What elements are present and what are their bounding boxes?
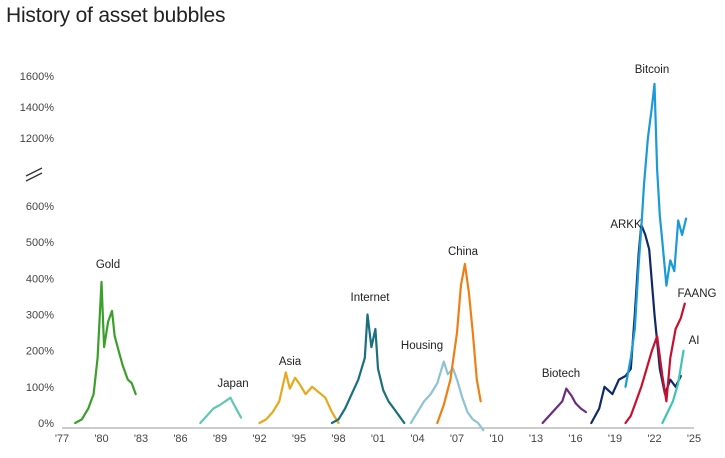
y-axis-break: [25, 167, 43, 177]
series-line-china: [436, 262, 482, 425]
series-line-ai: [661, 349, 685, 425]
series-line-gold: [74, 280, 137, 425]
series-label-asia: Asia: [279, 356, 302, 368]
x-tick-label: '92: [252, 433, 266, 445]
series-label-housing: Housing: [401, 340, 443, 352]
x-tick-label: '19: [608, 433, 622, 445]
y-tick-label: 400%: [26, 273, 54, 285]
series-label-ai: AI: [689, 335, 700, 347]
series-label-china: China: [448, 246, 479, 258]
x-tick-label: '86: [173, 433, 187, 445]
x-tick-label: '22: [647, 433, 661, 445]
series-line-asia: [258, 371, 340, 425]
series-line-faang: [624, 302, 686, 425]
x-tick-label: '95: [292, 433, 306, 445]
series-label-japan: Japan: [217, 378, 248, 390]
series-label-faang: FAANG: [678, 288, 717, 300]
y-tick-label: 500%: [26, 237, 54, 249]
series-line-bitcoin: [624, 82, 688, 388]
series-label-biotech: Biotech: [542, 368, 580, 380]
x-tick-label: '16: [568, 433, 582, 445]
series-label-arkk: ARKK: [610, 219, 642, 231]
x-tick-label: '98: [331, 433, 345, 445]
series-line-japan: [199, 396, 243, 425]
y-tick-label: 600%: [26, 201, 54, 213]
y-tick-label: 0%: [38, 418, 54, 430]
x-tick-label: '04: [410, 433, 424, 445]
y-tick-label: 1200%: [20, 133, 54, 145]
y-tick-label: 300%: [26, 310, 54, 322]
series-label-gold: Gold: [96, 259, 120, 271]
y-tick-label: 100%: [26, 382, 54, 394]
series-label-bitcoin: Bitcoin: [635, 64, 670, 76]
y-tick-label: 1600%: [20, 71, 54, 83]
x-tick-label: '89: [213, 433, 227, 445]
series-line-biotech: [541, 387, 588, 425]
x-tick-label: '83: [134, 433, 148, 445]
series-line-internet: [330, 313, 406, 425]
y-tick-label: 1400%: [20, 102, 54, 114]
series-label-internet: Internet: [351, 292, 391, 304]
y-tick-label: 200%: [26, 346, 54, 358]
x-tick-label: '01: [371, 433, 385, 445]
y-axis-break: [25, 172, 43, 182]
x-tick-label: '13: [529, 433, 543, 445]
x-tick-label: '07: [450, 433, 464, 445]
x-tick-label: '25: [687, 433, 701, 445]
chart-title: History of asset bubbles: [6, 4, 226, 27]
x-tick-label: '80: [94, 433, 108, 445]
x-tick-label: '10: [489, 433, 503, 445]
x-tick-label: '77: [55, 433, 69, 445]
